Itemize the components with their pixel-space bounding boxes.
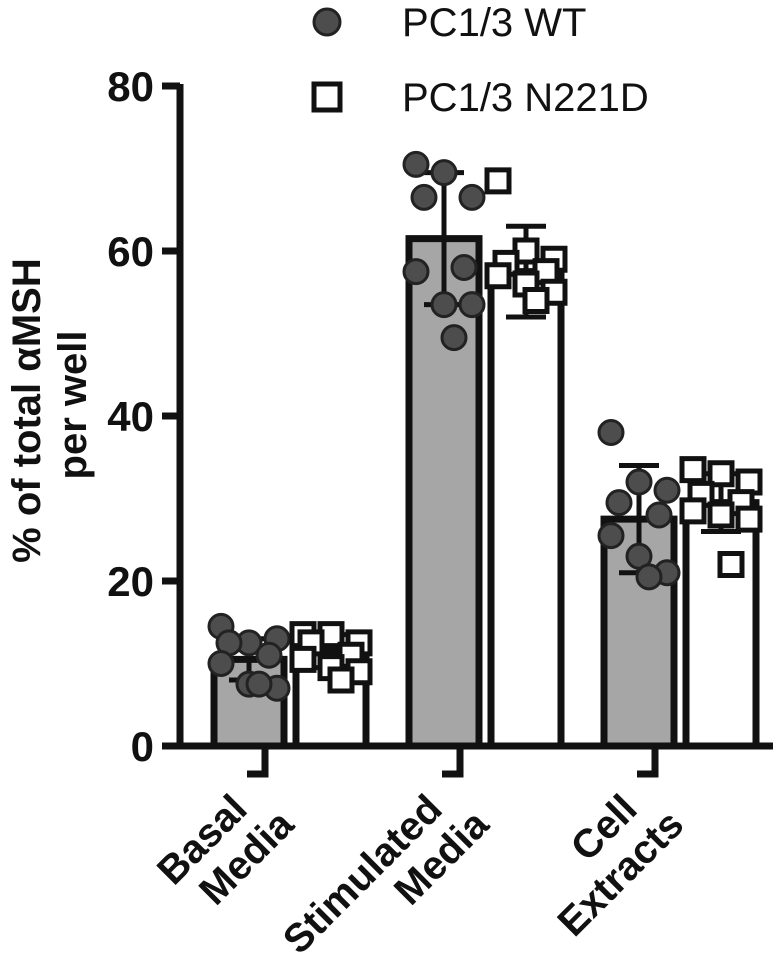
legend-marker-circle: [312, 7, 342, 37]
data-point-wt: [245, 670, 273, 698]
x-tick-mark: [442, 746, 464, 778]
data-point-n221d: [522, 287, 550, 314]
data-point-wt: [625, 468, 653, 496]
legend: PC1/3 WT PC1/3 N221D: [311, 1, 649, 120]
data-point-n221d: [707, 501, 735, 529]
bar-n221d-2: [682, 499, 760, 750]
y-tick-labels: 0 20 40 60 80: [107, 63, 154, 770]
data-point-n221d: [679, 456, 707, 484]
y-axis-label-line-2: per well: [51, 331, 95, 480]
y-tick-label: 80: [107, 63, 154, 110]
bar-wt-2: [600, 515, 678, 750]
data-point-wt: [458, 183, 486, 211]
data-point-n221d: [484, 262, 512, 290]
data-point-wt: [645, 501, 673, 529]
x-tick-mark: [247, 746, 269, 778]
data-point-n221d: [289, 645, 317, 673]
data-point-wt: [430, 159, 458, 187]
data-point-wt: [255, 641, 283, 669]
data-point-n221d: [735, 505, 763, 533]
y-tick-label: 60: [107, 228, 154, 275]
legend-marker-square: [311, 81, 343, 113]
legend-label: PC1/3 N221D: [402, 76, 649, 120]
data-point-n221d: [679, 497, 707, 525]
data-point-wt: [597, 522, 625, 550]
data-point-wt: [458, 291, 486, 319]
y-tick-label: 0: [131, 723, 154, 770]
data-point-wt: [410, 183, 438, 211]
data-point-wt: [430, 291, 458, 319]
data-points: [207, 150, 763, 702]
x-tick-mark: [637, 746, 659, 778]
data-point-wt: [635, 563, 663, 591]
data-point-wt: [597, 419, 625, 446]
data-point-wt: [402, 150, 430, 178]
data-point-wt: [653, 476, 681, 504]
data-point-n221d: [484, 167, 512, 195]
bar-n221d-1: [487, 268, 565, 750]
y-axis-label-line-1: % of total αMSH: [5, 258, 49, 563]
y-tick-label: 40: [107, 393, 154, 440]
data-point-n221d: [327, 666, 355, 694]
data-point-n221d: [707, 460, 735, 488]
data-point-n221d: [717, 551, 745, 578]
data-point-wt: [402, 258, 430, 286]
x-category-label: BasalMedia: [149, 771, 303, 925]
x-category-label: StimulatedMedia: [275, 771, 498, 961]
data-point-wt: [440, 324, 468, 352]
y-axis-label: % of total αMSH per well: [5, 247, 95, 563]
data-point-wt: [450, 254, 478, 281]
y-tick-label: 20: [107, 558, 154, 605]
data-point-wt: [207, 650, 235, 677]
legend-label: PC1/3 WT: [402, 1, 586, 45]
data-point-wt: [605, 489, 633, 517]
x-category-label: CellExtracts: [518, 771, 692, 945]
